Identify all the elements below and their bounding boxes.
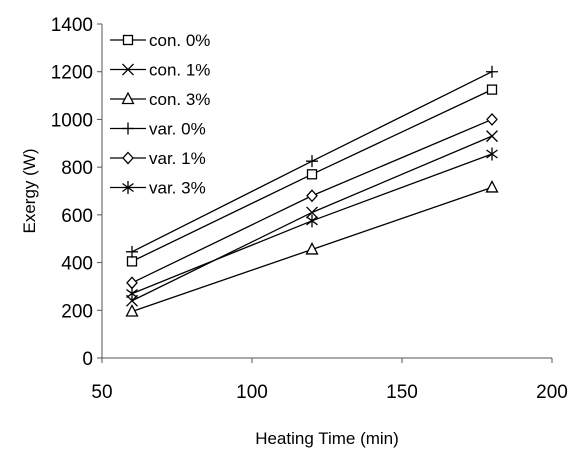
x-tick-label: 50 [91,382,112,403]
legend-item: var. 1% [110,149,206,168]
legend-item: con. 0% [110,31,210,50]
x-tick-label: 150 [386,382,418,403]
legend-label: var. 1% [149,149,206,168]
data-point [306,206,318,219]
series-6 [126,147,498,301]
y-axis-title: Exergy (W) [20,149,39,234]
data-point [485,180,499,193]
data-point [486,65,498,78]
data-point [126,287,138,301]
legend-item: con. 3% [110,90,210,109]
series-1 [126,84,498,267]
y-tick-label: 1200 [51,63,93,84]
y-tick-label: 200 [61,301,93,322]
legend: con. 0% con. 1% con. 3% var. 0% var. 1% var. … [110,31,210,198]
y-tick-label: 800 [61,158,93,179]
data-point [486,130,498,143]
y-tick-label: 0 [82,349,93,370]
x-tick-label: 200 [536,382,568,403]
y-tick-label: 600 [61,206,93,227]
x-tick-label: 100 [236,382,268,403]
y-tick-label: 400 [61,254,93,275]
data-point [486,147,498,161]
data-point [306,189,318,203]
legend-marker [122,151,134,165]
legend-marker [122,34,134,46]
y-tick-label: 1400 [51,15,93,36]
data-point [306,155,318,168]
legend-item: con. 1% [110,61,210,80]
data-point [486,112,498,126]
data-point [305,242,319,255]
legend-item: var. 3% [110,179,206,198]
legend-item: var. 0% [110,120,206,139]
legend-marker [122,122,134,135]
data-point [126,256,138,267]
legend-label: con. 0% [149,31,210,50]
data-point [126,276,138,290]
series-4 [126,65,498,258]
data-point [126,294,138,307]
series-2 [126,130,498,307]
legend-marker [121,91,135,105]
legend-marker [122,181,134,194]
legend-label: con. 3% [149,90,210,109]
legend-marker [122,63,134,76]
y-tick-label: 1000 [51,110,93,131]
plot-area [125,65,499,317]
series-5 [126,112,498,290]
data-point [306,214,318,228]
legend-label: var. 0% [149,120,206,139]
data-point [126,245,138,258]
legend-label: con. 1% [149,61,210,80]
data-point [486,84,498,95]
axes: 0 200 400 600 800 1000 1200 1400 50 100 150 200 [51,15,568,403]
x-axis-title: Heating Time (min) [255,429,399,448]
data-point [125,304,139,317]
legend-label: var. 3% [149,179,206,198]
series-3 [125,180,499,317]
data-point [306,169,318,180]
